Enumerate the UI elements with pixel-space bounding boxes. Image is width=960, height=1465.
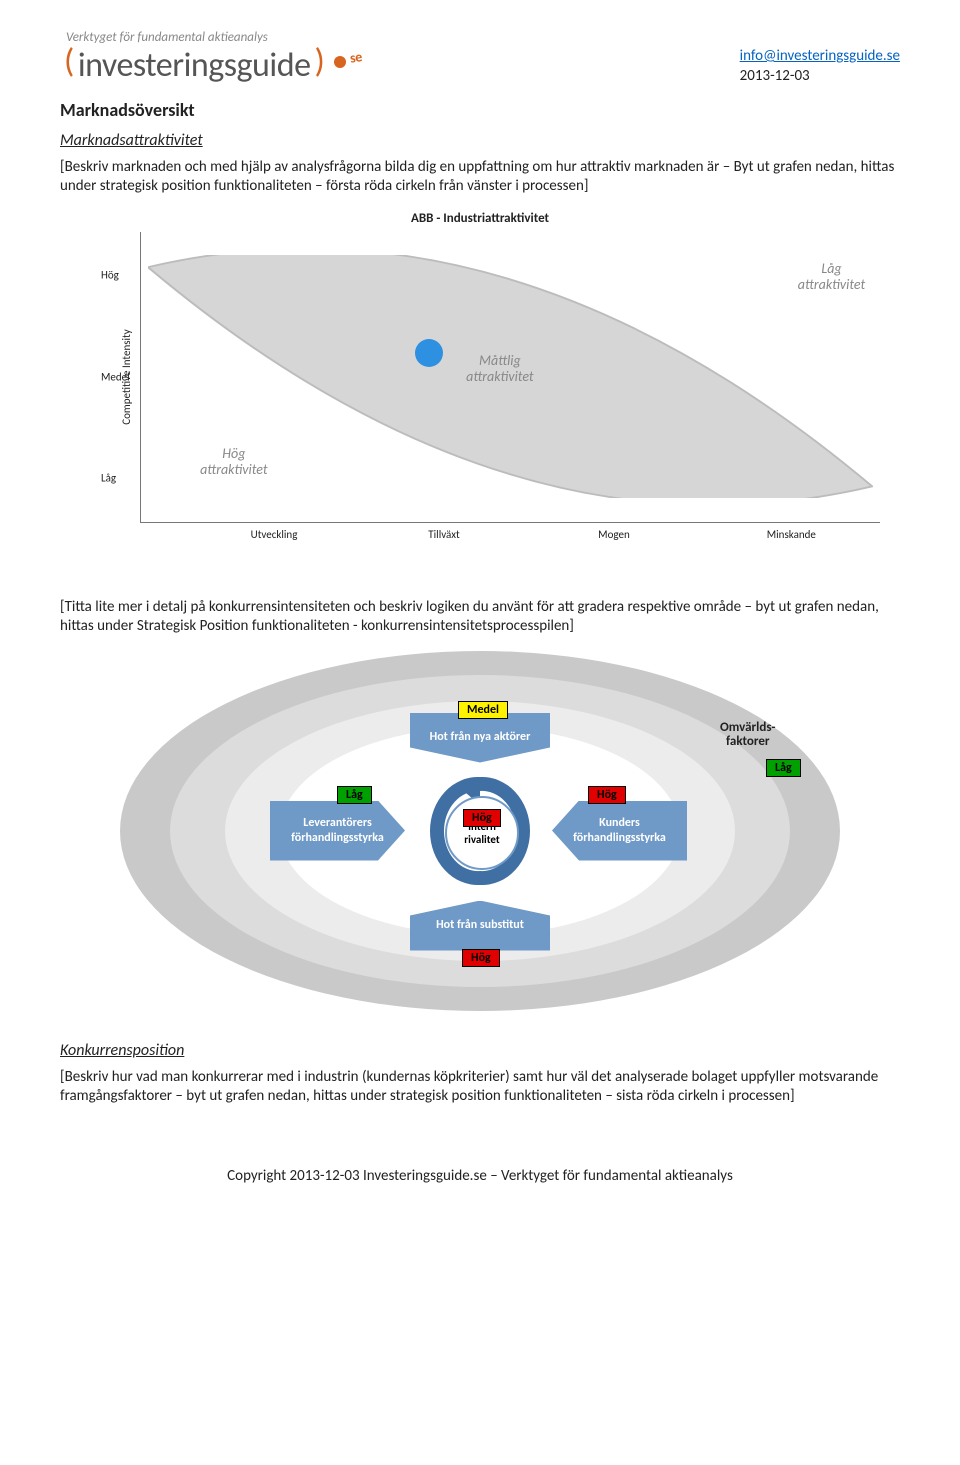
header-date: 2013-12-03 [740,67,810,85]
chart1-y-tick: Låg [101,472,116,485]
chart1-x-tick: Mogen [598,528,630,541]
paragraph-2: [Titta lite mer i detalj på konkurrensin… [60,598,900,637]
force-buyers: Kunders förhandlingsstyrka [552,801,687,861]
chart1-y-tick: Medel [101,370,130,383]
chart1-x-tick: Minskande [767,528,816,541]
paragraph-3: [Beskriv hur vad man konkurrerar med i i… [60,1068,900,1107]
chart2-badge: Hög [462,949,500,967]
logo-main: ( investeringsguide ) se [60,45,362,86]
chart2-badge: Hög [588,786,626,804]
chart1-plot-area: Competitive Intensity Lågattraktivitet M… [140,232,880,523]
logo-text: investeringsguide [78,45,311,86]
email-link[interactable]: info@investeringsguide.se [740,47,900,65]
ext-label-l1: Omvärlds- [720,720,776,735]
chart1-y-tick: Hög [101,269,119,282]
chart2-badge: Låg [337,786,372,804]
page: Verktyget för fundamental aktieanalys ( … [0,0,960,1215]
subheading-competition: Konkurrensposition [60,1041,900,1060]
paragraph-1: [Beskriv marknaden och med hjälp av anal… [60,158,900,197]
chart1-x-tick: Tillväxt [428,528,459,541]
force-suppliers: Leverantörers förhandlingsstyrka [270,801,405,861]
chart1-x-tick: Utveckling [251,528,298,541]
chart1-title: ABB - Industriattraktivitet [70,211,890,226]
chart2-badge: Hög [463,809,501,827]
chart2-external-label: Omvärlds- faktorer [720,721,776,750]
chart1-label-high: Högattraktivitet [200,446,267,478]
page-footer: Copyright 2013-12-03 Investeringsguide.s… [60,1167,900,1185]
section-title: Marknadsöversikt [60,99,900,121]
subheading-attractiveness: Marknadsattraktivitet [60,131,900,150]
force-rivalry: Intern rivalitet [445,796,519,870]
logo-arc-icon: ( [64,41,74,82]
header-meta: info@investeringsguide.se 2013-12-03 [740,46,900,87]
page-header: Verktyget för fundamental aktieanalys ( … [60,30,900,87]
chart-attractiveness: ABB - Industriattraktivitet Competitive … [70,211,890,578]
chart2-badge: Medel [458,701,508,719]
logo-dot-icon [334,56,346,68]
logo-arc-icon: ) [314,41,324,82]
chart1-label-mid: Måttligattraktivitet [466,353,533,385]
logo-block: Verktyget för fundamental aktieanalys ( … [60,30,362,86]
chart2-badge: Låg [766,759,801,777]
chart-five-forces: Hot från nya aktörer Hot från substitut … [110,651,850,1011]
chart1-label-low: Lågattraktivitet [798,261,865,293]
logo-suffix: se [349,48,363,66]
ext-label-l2: faktorer [726,734,770,749]
force-rivalry-l2: rivalitet [464,833,499,846]
